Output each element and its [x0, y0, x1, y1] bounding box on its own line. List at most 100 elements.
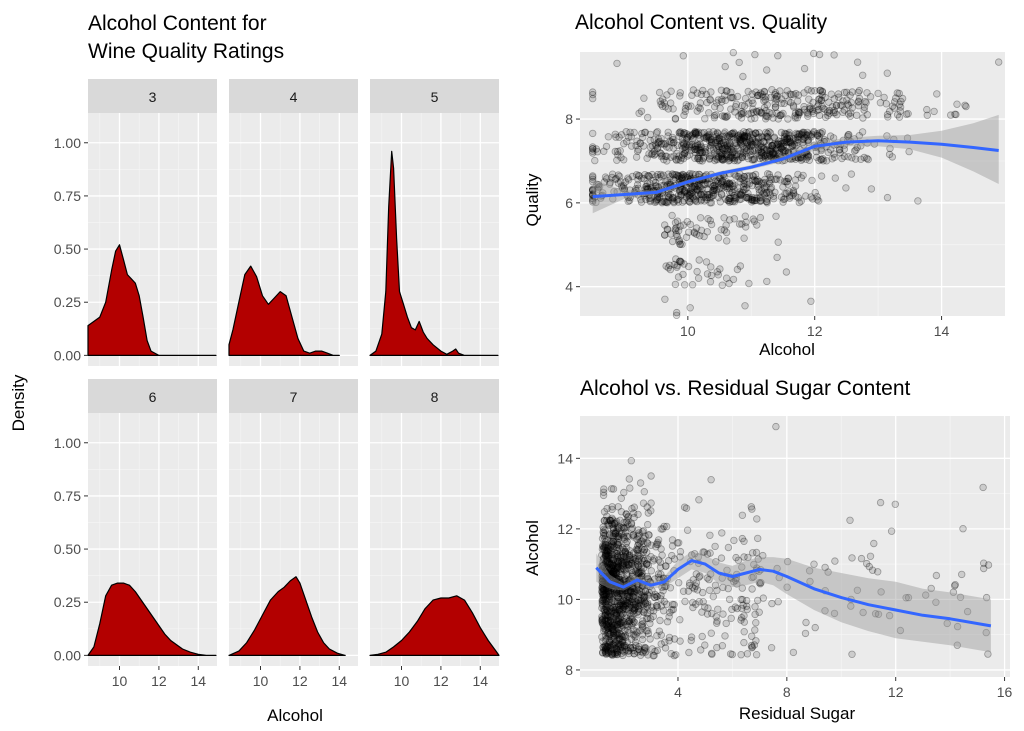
data-point: [670, 555, 679, 563]
sugar-chart-title: Alcohol vs. Residual Sugar Content: [580, 377, 911, 400]
data-point: [693, 128, 701, 137]
data-point: [709, 592, 717, 601]
data-point: [666, 608, 674, 617]
data-point: [710, 186, 718, 194]
data-point: [995, 58, 1003, 66]
data-point: [753, 177, 762, 185]
data-point: [688, 141, 696, 149]
data-point: [753, 194, 761, 202]
data-point: [703, 132, 711, 141]
data-point: [760, 190, 769, 199]
data-point: [804, 136, 812, 144]
data-point: [763, 146, 771, 155]
data-point: [681, 597, 689, 606]
density-title-line-2: Wine Quality Ratings: [88, 40, 284, 63]
data-point: [646, 197, 654, 206]
data-point: [627, 132, 635, 141]
data-point: [684, 132, 692, 141]
data-point: [749, 172, 758, 180]
data-point: [638, 129, 646, 138]
data-point: [961, 101, 969, 109]
data-point: [664, 128, 672, 136]
data-point: [718, 642, 727, 650]
data-point: [653, 144, 661, 152]
data-point: [803, 150, 812, 159]
data-point: [737, 191, 745, 199]
data-point: [679, 173, 687, 181]
data-point: [726, 153, 735, 162]
data-point: [848, 650, 856, 658]
data-point: [740, 134, 748, 142]
data-point: [695, 256, 703, 264]
data-point: [681, 142, 690, 151]
data-point: [758, 133, 766, 142]
data-point: [757, 143, 765, 152]
data-point: [726, 184, 734, 192]
data-point: [707, 137, 715, 145]
data-point: [660, 197, 669, 206]
data-point: [694, 154, 702, 162]
data-point: [650, 151, 658, 159]
data-point: [603, 504, 611, 513]
data-point: [844, 132, 852, 141]
data-point: [740, 638, 748, 647]
data-point: [723, 145, 731, 153]
data-point: [734, 133, 742, 141]
sugar-scatter-panel: 4 8 12 16 8 10 12 14: [557, 416, 1013, 700]
data-point: [717, 86, 726, 94]
data-point: [860, 106, 868, 114]
data-point: [740, 234, 748, 242]
data-point: [611, 130, 619, 138]
data-point: [672, 156, 681, 164]
data-point: [622, 510, 630, 518]
data-point: [677, 190, 685, 199]
data-point: [791, 192, 800, 200]
data-point: [650, 651, 658, 660]
data-point: [745, 172, 753, 180]
facet-strip-label: 3: [149, 89, 157, 105]
data-point: [779, 143, 787, 151]
data-point: [742, 128, 750, 137]
data-point: [697, 190, 706, 199]
data-point: [771, 175, 779, 184]
data-point: [805, 152, 813, 161]
y-tick-label: 14: [557, 450, 573, 466]
data-point: [619, 184, 627, 192]
data-point: [700, 197, 709, 205]
data-point: [746, 141, 754, 149]
data-point: [734, 144, 742, 152]
data-point: [671, 218, 680, 227]
data-point: [738, 175, 746, 183]
data-point: [663, 522, 671, 531]
data-point: [604, 596, 612, 604]
data-point: [730, 215, 738, 223]
data-point: [631, 633, 639, 641]
data-point: [819, 154, 827, 163]
data-point: [675, 132, 683, 141]
density-area-8: [369, 595, 500, 656]
data-point: [694, 128, 703, 136]
data-point: [693, 185, 701, 193]
data-point: [696, 183, 704, 191]
data-point: [731, 151, 739, 159]
data-point: [765, 177, 773, 186]
data-point: [725, 179, 734, 187]
data-point: [815, 156, 823, 165]
data-point: [630, 513, 638, 522]
data-point: [698, 148, 706, 157]
data-point: [790, 140, 798, 149]
data-point: [762, 128, 770, 137]
data-point: [613, 547, 622, 555]
data-point: [711, 138, 720, 147]
data-point: [674, 171, 682, 180]
data-point: [766, 191, 775, 199]
data-point: [694, 181, 702, 190]
data-point: [748, 140, 756, 149]
data-point: [699, 193, 707, 201]
data-point: [666, 172, 674, 181]
data-point: [612, 133, 620, 141]
data-point: [783, 189, 791, 197]
data-point: [751, 626, 759, 634]
data-point: [876, 98, 885, 107]
data-point: [725, 198, 734, 206]
